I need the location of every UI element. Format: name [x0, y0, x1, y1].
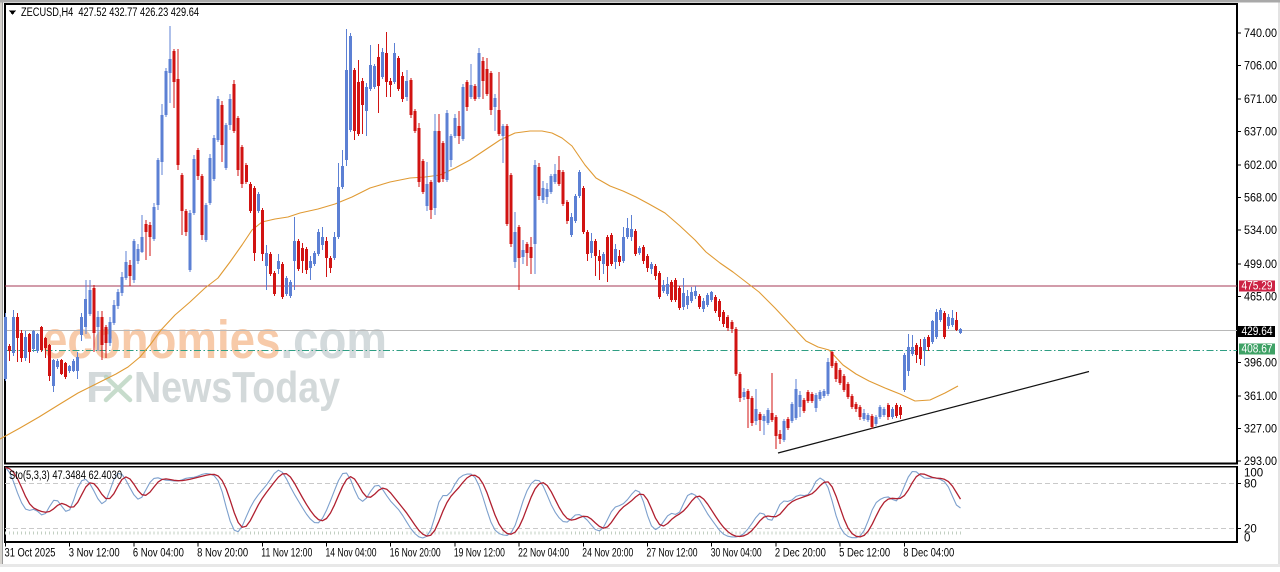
svg-text:706.00: 706.00 [1244, 61, 1277, 73]
svg-text:408.67: 408.67 [1242, 344, 1273, 356]
svg-text:2 Dec 20:00: 2 Dec 20:00 [775, 548, 826, 560]
svg-text:0: 0 [1244, 533, 1250, 545]
svg-text:499.00: 499.00 [1244, 259, 1277, 271]
svg-text:Sto(5,3,3) 47.3484 62.4030: Sto(5,3,3) 47.3484 62.4030 [9, 470, 122, 482]
svg-text:27 Nov 12:00: 27 Nov 12:00 [647, 548, 698, 560]
svg-text:16 Nov 20:00: 16 Nov 20:00 [390, 548, 441, 560]
svg-text:361.00: 361.00 [1244, 391, 1277, 403]
svg-text:8 Nov 20:00: 8 Nov 20:00 [197, 548, 248, 560]
svg-text:602.00: 602.00 [1244, 160, 1277, 172]
svg-text:F: F [86, 363, 113, 412]
svg-text:31 Oct 2025: 31 Oct 2025 [5, 548, 56, 560]
svg-text:100: 100 [1244, 468, 1263, 480]
svg-text:14 Nov 04:00: 14 Nov 04:00 [326, 548, 377, 560]
svg-text:6 Nov 04:00: 6 Nov 04:00 [133, 548, 184, 560]
svg-text:396.00: 396.00 [1244, 357, 1277, 369]
svg-text:671.00: 671.00 [1244, 94, 1277, 106]
svg-text:568.00: 568.00 [1244, 193, 1277, 205]
svg-text:19 Nov 12:00: 19 Nov 12:00 [454, 548, 505, 560]
svg-text:8 Dec 04:00: 8 Dec 04:00 [903, 548, 954, 560]
svg-text:327.00: 327.00 [1244, 423, 1277, 435]
svg-text:24 Nov 20:00: 24 Nov 20:00 [582, 548, 633, 560]
svg-text:465.00: 465.00 [1244, 291, 1277, 303]
svg-text:ZECUSD,H4 427.52 432.77 426.2: ZECUSD,H4 427.52 432.77 426.23 429.64 [21, 7, 199, 19]
svg-text:3 Nov 12:00: 3 Nov 12:00 [69, 548, 120, 560]
svg-text:20: 20 [1244, 524, 1257, 536]
svg-text:740.00: 740.00 [1244, 28, 1277, 40]
svg-text:80: 80 [1244, 479, 1257, 491]
svg-text:429.64: 429.64 [1242, 326, 1274, 338]
svg-text:22 Nov 04:00: 22 Nov 04:00 [518, 548, 569, 560]
svg-text:30 Nov 04:00: 30 Nov 04:00 [711, 548, 762, 560]
svg-text:economies.com: economies.com [42, 310, 387, 370]
svg-text:NewsToday: NewsToday [134, 363, 340, 412]
svg-text:293.00: 293.00 [1244, 456, 1277, 468]
svg-text:637.00: 637.00 [1244, 127, 1277, 139]
svg-text:534.00: 534.00 [1244, 225, 1277, 237]
svg-text:5 Dec 12:00: 5 Dec 12:00 [839, 548, 890, 560]
svg-text:475.29: 475.29 [1242, 281, 1273, 293]
svg-text:11 Nov 12:00: 11 Nov 12:00 [261, 548, 312, 560]
